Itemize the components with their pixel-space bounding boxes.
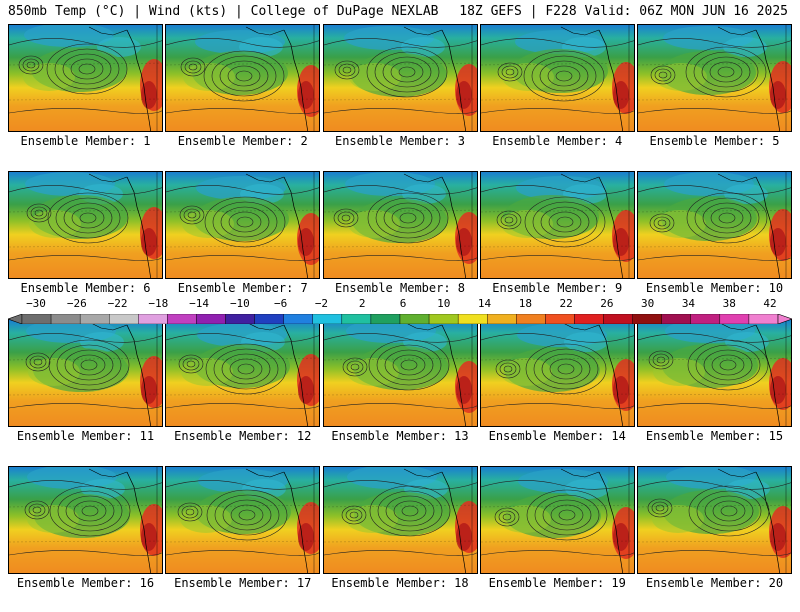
colorbar-tick-label: 14 xyxy=(477,297,492,310)
ensemble-member-map[interactable] xyxy=(322,466,478,574)
ensemble-member-cell[interactable]: Ensemble Member: 7 xyxy=(165,171,321,317)
colorbar-tick-label: −18 xyxy=(148,297,169,310)
ensemble-member-cell[interactable]: Ensemble Member: 8 xyxy=(322,171,478,317)
ensemble-member-label: Ensemble Member: 6 xyxy=(20,281,151,295)
ensemble-member-label: Ensemble Member: 15 xyxy=(645,429,784,443)
ensemble-member-map[interactable] xyxy=(322,24,478,132)
colorbar-tick-label: −2 xyxy=(314,297,329,310)
ensemble-member-label: Ensemble Member: 20 xyxy=(645,576,784,590)
colorbar-tick-label: −10 xyxy=(229,297,250,310)
colorbar-tick-label: −30 xyxy=(26,297,46,310)
ensemble-member-map[interactable] xyxy=(637,466,792,574)
ensemble-member-cell[interactable]: Ensemble Member: 15 xyxy=(637,319,792,465)
ensemble-member-label: Ensemble Member: 13 xyxy=(331,429,469,443)
ensemble-member-cell[interactable]: Ensemble Member: 14 xyxy=(479,319,635,465)
colorbar-bar xyxy=(7,309,793,325)
ensemble-member-cell[interactable]: Ensemble Member: 3 xyxy=(322,24,478,170)
colorbar-tick-label: 6 xyxy=(399,297,407,310)
ensemble-row: Ensemble Member: 16 Ensemble Member: 17 En… xyxy=(8,466,792,612)
colorbar-tick-label: −22 xyxy=(107,297,128,310)
ensemble-member-label: Ensemble Member: 16 xyxy=(16,576,155,590)
colorbar-tick-label: 38 xyxy=(722,297,736,310)
ensemble-member-cell[interactable]: Ensemble Member: 4 xyxy=(479,24,635,170)
ensemble-member-map[interactable] xyxy=(322,319,478,427)
colorbar-tick-label: 2 xyxy=(358,297,366,310)
ensemble-row: Ensemble Member: 1 Ensemble Member: 2 Ense… xyxy=(8,24,792,170)
header-title: 850mb Temp (°C) | Wind (kts) | College o… xyxy=(8,4,439,19)
ensemble-member-map[interactable] xyxy=(322,171,478,279)
ensemble-member-map[interactable] xyxy=(165,171,321,279)
ensemble-member-label: Ensemble Member: 17 xyxy=(174,576,312,590)
ensemble-member-cell[interactable]: Ensemble Member: 20 xyxy=(637,466,792,612)
colorbar-tick-label: 42 xyxy=(763,297,777,310)
colorbar-tick-label: 22 xyxy=(559,297,573,310)
colorbar-tick-label: −26 xyxy=(66,297,87,310)
ensemble-member-map[interactable] xyxy=(479,171,635,279)
ensemble-row: Ensemble Member: 6 Ensemble Member: 7 Ense… xyxy=(8,171,792,317)
ensemble-member-map[interactable] xyxy=(8,319,163,427)
ensemble-member-label: Ensemble Member: 5 xyxy=(649,134,780,148)
ensemble-member-label: Ensemble Member: 10 xyxy=(645,281,784,295)
ensemble-member-map[interactable] xyxy=(637,24,792,132)
ensemble-member-map[interactable] xyxy=(165,24,321,132)
ensemble-member-map[interactable] xyxy=(165,319,321,427)
ensemble-member-cell[interactable]: Ensemble Member: 6 xyxy=(8,171,163,317)
ensemble-member-map[interactable] xyxy=(479,319,635,427)
ensemble-member-label: Ensemble Member: 19 xyxy=(488,576,626,590)
ensemble-member-map[interactable] xyxy=(165,466,321,574)
ensemble-member-cell[interactable]: Ensemble Member: 16 xyxy=(8,466,163,612)
ensemble-member-label: Ensemble Member: 7 xyxy=(177,281,308,295)
ensemble-member-label: Ensemble Member: 2 xyxy=(177,134,308,148)
ensemble-member-cell[interactable]: Ensemble Member: 18 xyxy=(322,466,478,612)
ensemble-member-label: Ensemble Member: 1 xyxy=(20,134,151,148)
colorbar-tick-label: 18 xyxy=(518,297,532,310)
colorbar-tick-label: 30 xyxy=(641,297,655,310)
ensemble-member-cell[interactable]: Ensemble Member: 5 xyxy=(637,24,792,170)
header-run-info: 18Z GEFS | F228 Valid: 06Z MON JUN 16 20… xyxy=(459,4,788,19)
ensemble-member-cell[interactable]: Ensemble Member: 1 xyxy=(8,24,163,170)
colorbar-tick-label: 34 xyxy=(681,297,696,310)
ensemble-member-cell[interactable]: Ensemble Member: 17 xyxy=(165,466,321,612)
colorbar-tick-label: −6 xyxy=(274,297,288,310)
ensemble-row: Ensemble Member: 11 Ensemble Member: 12 En… xyxy=(8,319,792,465)
ensemble-member-map[interactable] xyxy=(479,466,635,574)
colorbar-tick-label: 26 xyxy=(600,297,614,310)
ensemble-member-label: Ensemble Member: 4 xyxy=(492,134,623,148)
ensemble-member-label: Ensemble Member: 12 xyxy=(174,429,312,443)
ensemble-member-label: Ensemble Member: 18 xyxy=(331,576,469,590)
ensemble-member-cell[interactable]: Ensemble Member: 2 xyxy=(165,24,321,170)
colorbar-tick-label: −14 xyxy=(189,297,210,310)
ensemble-member-map[interactable] xyxy=(637,319,792,427)
ensemble-member-map[interactable] xyxy=(479,24,635,132)
ensemble-member-cell[interactable]: Ensemble Member: 19 xyxy=(479,466,635,612)
ensemble-member-label: Ensemble Member: 9 xyxy=(492,281,623,295)
ensemble-member-cell[interactable]: Ensemble Member: 11 xyxy=(8,319,163,465)
ensemble-member-label: Ensemble Member: 11 xyxy=(16,429,155,443)
ensemble-member-label: Ensemble Member: 14 xyxy=(488,429,626,443)
ensemble-member-cell[interactable]: Ensemble Member: 13 xyxy=(322,319,478,465)
ensemble-member-label: Ensemble Member: 8 xyxy=(334,281,466,295)
ensemble-member-map[interactable] xyxy=(8,24,163,132)
ensemble-member-cell[interactable]: Ensemble Member: 12 xyxy=(165,319,321,465)
ensemble-member-map[interactable] xyxy=(8,466,163,574)
ensemble-member-label: Ensemble Member: 3 xyxy=(334,134,466,148)
ensemble-member-cell[interactable]: Ensemble Member: 9 xyxy=(479,171,635,317)
ensemble-member-map[interactable] xyxy=(637,171,792,279)
ensemble-member-cell[interactable]: Ensemble Member: 10 xyxy=(637,171,792,317)
colorbar-tick-label: 10 xyxy=(437,297,451,310)
ensemble-member-map[interactable] xyxy=(8,171,163,279)
colorbar: −30 −26 −22 −18 −14 −10 −6 −2 2 6 10 14 18 22 26 30 34 38… xyxy=(7,297,793,325)
